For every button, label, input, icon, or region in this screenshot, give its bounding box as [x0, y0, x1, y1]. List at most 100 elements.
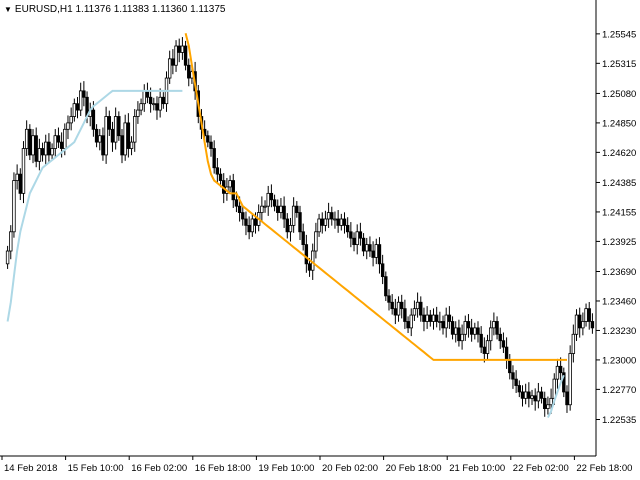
candle-body	[377, 244, 382, 265]
candle-body	[247, 224, 251, 233]
y-tick-label: 1.23925	[602, 237, 636, 248]
candle-body	[75, 103, 80, 111]
candle-body	[523, 391, 528, 399]
candle-body	[15, 173, 19, 181]
candle-body	[167, 58, 172, 79]
candle-body	[113, 116, 118, 143]
lower-indicator-line	[6, 89, 565, 419]
candle-body	[263, 205, 267, 208]
candle-body	[72, 103, 77, 117]
triangle-down-icon[interactable]: ▼	[4, 5, 12, 14]
candle-body	[400, 301, 404, 310]
candle-body	[174, 45, 178, 66]
candle-body	[136, 109, 140, 117]
candle-body	[50, 148, 54, 156]
open-value: 1.11376	[75, 4, 111, 15]
candle-body	[133, 116, 137, 143]
candle-body	[63, 128, 67, 149]
candle-body	[482, 346, 487, 354]
candle-body	[355, 231, 359, 246]
candle-body	[387, 295, 391, 303]
x-tick-label: 16 Feb 02:00	[131, 463, 187, 474]
candle-body	[571, 333, 576, 354]
candle-body	[590, 321, 595, 329]
candle-body	[180, 45, 185, 53]
candle-body	[260, 205, 264, 213]
y-tick-label: 1.24850	[602, 118, 636, 129]
candle-body	[527, 391, 531, 399]
candle-body	[228, 180, 232, 188]
candle-body	[415, 301, 420, 310]
candle-body	[120, 135, 124, 156]
candle-body	[24, 128, 29, 149]
candle-body	[31, 135, 35, 156]
candle-body	[371, 250, 375, 258]
candle-body	[390, 301, 394, 310]
candle-body	[231, 180, 235, 201]
candle-body	[139, 103, 143, 111]
candle-body	[479, 333, 483, 348]
candle-body	[330, 212, 334, 220]
candle-body	[5, 250, 10, 265]
candle-body	[98, 135, 102, 143]
candle-body	[425, 314, 429, 322]
candle-body	[581, 321, 585, 329]
candle-body	[234, 199, 239, 207]
candle-body	[342, 218, 347, 226]
candle-body	[444, 314, 448, 329]
x-tick-label: 21 Feb 10:00	[449, 463, 505, 474]
candle-body	[171, 58, 175, 66]
candle-body	[18, 173, 23, 194]
candle-body	[158, 96, 162, 111]
candle-body	[78, 90, 83, 111]
y-tick-label: 1.23460	[602, 296, 636, 307]
candle-body	[539, 391, 544, 399]
candle-body	[463, 321, 467, 335]
candle-body	[403, 308, 407, 322]
candle-body	[562, 372, 566, 393]
candle-body	[301, 231, 305, 246]
y-tick-label: 1.24620	[602, 148, 636, 159]
candle-body	[492, 321, 496, 329]
x-tick-label: 22 Feb 02:00	[513, 463, 569, 474]
candle-body	[517, 385, 522, 393]
candle-body	[504, 346, 509, 361]
close-value: 1.11375	[190, 4, 226, 15]
x-tick-label: 20 Feb 18:00	[386, 463, 442, 474]
candle-body	[349, 231, 353, 239]
x-tick-label: 19 Feb 10:00	[258, 463, 314, 474]
candle-body	[53, 135, 57, 149]
candle-body	[460, 333, 464, 342]
candle-body	[66, 122, 70, 130]
candle-body	[434, 314, 439, 322]
y-tick-label: 1.23690	[602, 267, 636, 278]
y-tick-label: 1.22770	[602, 385, 636, 396]
candle-body	[123, 122, 127, 156]
candle-body	[317, 218, 321, 233]
candle-body	[47, 141, 51, 156]
lines-layer	[6, 32, 567, 419]
candle-body	[288, 224, 293, 233]
candle-body	[148, 96, 153, 105]
upper-indicator-line	[184, 32, 567, 361]
candle-body	[320, 218, 324, 226]
candle-body	[266, 192, 270, 207]
candle-body	[533, 395, 537, 402]
candle-body	[69, 116, 73, 124]
candle-body	[155, 103, 159, 111]
candle-body	[314, 231, 318, 252]
candle-body	[161, 96, 166, 105]
candle-body	[282, 205, 286, 220]
candle-body	[409, 314, 413, 329]
candle-body	[59, 141, 64, 149]
candle-body	[469, 327, 474, 335]
candle-body	[21, 148, 26, 194]
candle-body	[104, 116, 108, 156]
candle-body	[110, 128, 115, 143]
candle-body	[291, 205, 296, 226]
candle-body	[34, 135, 38, 162]
y-tick-label: 1.25080	[602, 89, 636, 100]
candle-body	[419, 301, 423, 316]
